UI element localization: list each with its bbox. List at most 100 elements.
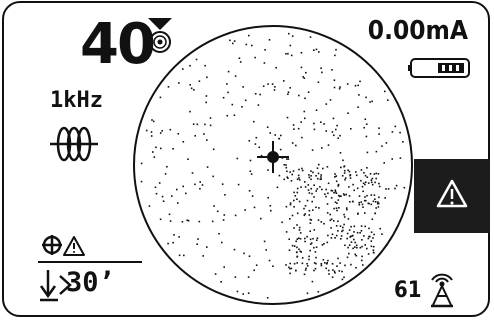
noise-dot — [367, 202, 370, 205]
noise-dot — [333, 134, 335, 137]
noise-dot — [263, 240, 266, 243]
noise-dot — [312, 209, 314, 211]
noise-dot — [330, 237, 333, 239]
noise-dot — [343, 172, 346, 174]
noise-dot — [152, 120, 155, 123]
noise-dot — [357, 84, 359, 87]
noise-dot — [363, 172, 365, 174]
noise-dot — [291, 35, 294, 37]
noise-dot — [379, 227, 381, 230]
noise-dot — [340, 235, 343, 237]
depth-arrow-icon — [39, 270, 72, 302]
noise-dot — [205, 101, 207, 104]
noise-dot — [335, 207, 338, 209]
noise-dot — [265, 249, 267, 251]
noise-dot — [320, 263, 323, 265]
noise-dot — [259, 93, 261, 96]
noise-dot — [372, 200, 375, 203]
noise-dot — [334, 237, 336, 239]
noise-dot — [370, 181, 373, 184]
noise-dot — [272, 265, 274, 267]
noise-dot — [151, 119, 153, 121]
noise-dot — [195, 58, 198, 61]
noise-dot — [312, 237, 314, 240]
noise-dot — [167, 242, 169, 245]
noise-dot — [190, 87, 193, 90]
noise-dot — [362, 190, 364, 193]
noise-dot — [298, 168, 300, 171]
noise-dot — [313, 128, 316, 131]
noise-dot — [352, 183, 354, 186]
noise-dot — [375, 177, 377, 180]
noise-dot — [364, 118, 367, 120]
noise-dot — [251, 44, 253, 47]
noise-dot — [313, 122, 315, 125]
noise-dot — [194, 135, 196, 137]
noise-dot — [374, 201, 377, 203]
signal-strength-value: 40 — [80, 12, 156, 77]
noise-dot — [371, 100, 373, 103]
noise-dot — [323, 243, 325, 245]
noise-dot — [304, 205, 307, 207]
noise-dot — [293, 245, 296, 247]
noise-dot — [307, 184, 310, 186]
noise-dot — [332, 117, 335, 120]
noise-dot — [181, 221, 184, 223]
noise-dot — [315, 109, 318, 111]
noise-dot — [348, 195, 351, 197]
noise-dot — [296, 238, 299, 240]
noise-dot — [306, 265, 309, 267]
noise-dot — [357, 213, 359, 215]
noise-dot — [358, 195, 361, 197]
noise-dot — [336, 124, 338, 127]
noise-dot — [303, 207, 305, 210]
noise-dot — [360, 230, 363, 232]
noise-dot — [321, 244, 324, 246]
noise-dot — [216, 210, 219, 213]
noise-dot — [307, 189, 310, 191]
noise-dot — [160, 147, 162, 150]
noise-dot — [361, 245, 363, 248]
noise-dot — [308, 174, 310, 176]
noise-dot — [310, 187, 312, 190]
noise-dot — [263, 62, 266, 64]
noise-dot — [341, 175, 344, 177]
noise-dot — [287, 91, 290, 93]
noise-dot — [182, 185, 184, 188]
noise-dot — [310, 219, 313, 221]
noise-dot — [324, 262, 326, 264]
noise-dot — [234, 214, 237, 217]
noise-dot — [182, 68, 184, 70]
noise-dot — [317, 291, 320, 293]
noise-dot — [223, 266, 225, 268]
noise-dot — [300, 52, 303, 54]
noise-dot — [298, 200, 301, 203]
noise-dot — [172, 241, 174, 244]
noise-dot — [150, 135, 153, 137]
noise-dot — [337, 137, 339, 139]
noise-dot — [365, 96, 367, 99]
noise-dot — [295, 144, 297, 147]
noise-dot — [367, 237, 370, 240]
noise-dot — [325, 188, 327, 191]
noise-dot — [293, 262, 296, 265]
noise-dot — [320, 176, 322, 178]
noise-dot — [288, 32, 290, 35]
noise-dot — [278, 137, 280, 140]
noise-dot — [316, 188, 319, 190]
noise-dot — [314, 251, 317, 253]
noise-dot — [378, 185, 381, 188]
noise-dot — [326, 212, 329, 214]
noise-dot — [341, 270, 343, 273]
noise-dot — [353, 189, 355, 192]
noise-dot — [285, 164, 287, 166]
noise-dot — [187, 219, 190, 222]
noise-dot — [220, 281, 222, 283]
noise-dot — [377, 173, 380, 175]
noise-dot — [299, 232, 302, 234]
noise-dot — [342, 229, 344, 232]
noise-dot — [227, 70, 230, 73]
noise-dot — [289, 44, 292, 47]
noise-dot — [162, 200, 165, 202]
noise-dot — [350, 235, 352, 238]
